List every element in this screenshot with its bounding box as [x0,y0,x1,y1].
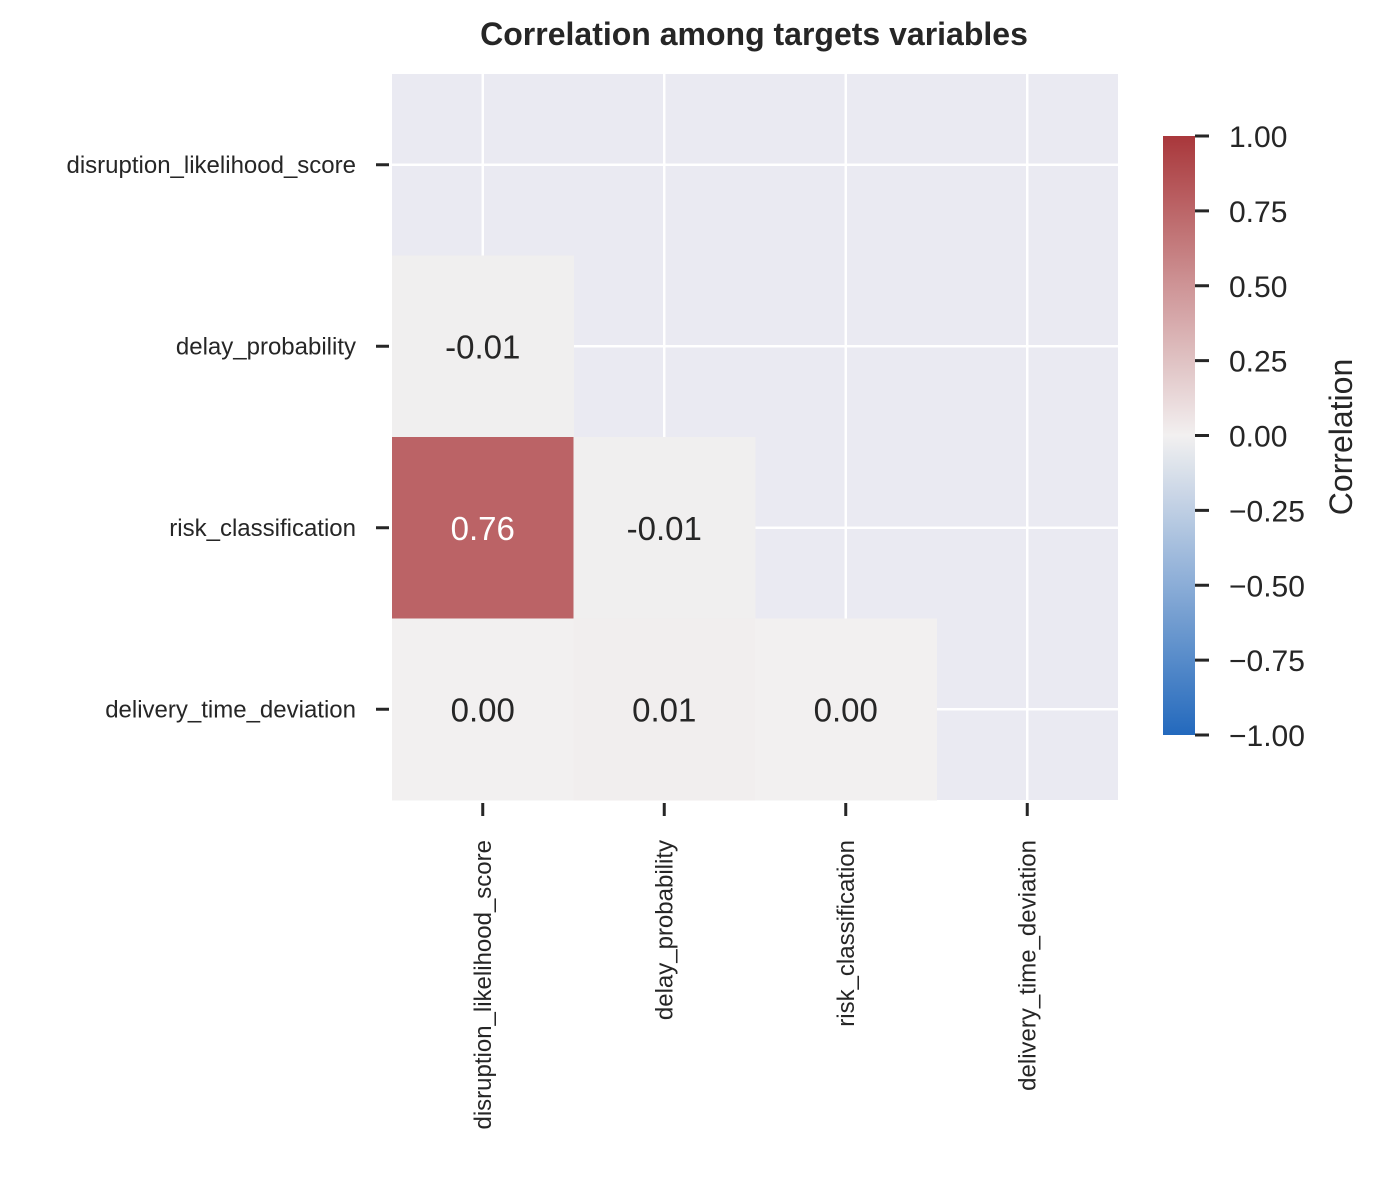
cell-value-label: 0.01 [632,691,696,728]
colorbar-tick-label: −1.00 [1229,720,1305,753]
colorbar-tick-label: −0.75 [1229,645,1305,678]
y-tick-label: disruption_likelihood_score [66,152,356,179]
y-tick-label: risk_classification [169,515,356,542]
cell-value-label: -0.01 [627,510,702,547]
heatmap-cell [392,437,574,619]
heatmap-cell [755,618,937,801]
heatmap-cell [392,255,574,438]
cell-value-label: 0.00 [814,691,878,728]
colorbar-tick-label: 1.00 [1229,121,1287,154]
cell-value-label: 0.76 [451,510,515,547]
chart-title: Correlation among targets variables [480,16,1028,52]
y-axis: disruption_likelihood_score delay_probabi… [66,152,389,723]
colorbar-tick-label: −0.25 [1229,495,1305,528]
plot-area: -0.01 0.76 -0.01 0.00 0.01 0.00 disruption_lik… [66,74,1118,1130]
y-tick-label: delay_probability [176,333,356,360]
heatmap-cell [392,618,574,801]
y-tick-label: delivery_time_deviation [105,696,356,723]
x-tick-label: disruption_likelihood_score [470,840,497,1130]
x-tick-label: delivery_time_deviation [1014,840,1041,1091]
heatmap-cell [573,437,756,619]
heatmap-cell [573,618,756,801]
cell-value-label: -0.01 [445,328,520,365]
colorbar-tick-label: 0.75 [1229,196,1287,229]
x-axis: disruption_likelihood_score delay_probabi… [470,803,1041,1130]
colorbar-gradient [1163,136,1195,735]
cell-value-label: 0.00 [451,691,515,728]
colorbar-tick-label: 0.25 [1229,346,1287,379]
colorbar-title: Correlation [1323,359,1359,516]
colorbar-tick-label: 0.00 [1229,421,1287,454]
colorbar-tick-label: −0.50 [1229,570,1305,603]
colorbar-tick-label: 0.50 [1229,271,1287,304]
colorbar: 1.00 0.75 0.50 0.25 0.00 −0.25 −0.50 −0.75 −1.00 [1163,121,1305,753]
x-tick-label: delay_probability [651,840,678,1020]
x-tick-label: risk_classification [833,840,860,1027]
heatmap-cells: -0.01 0.76 -0.01 0.00 0.01 0.00 [392,255,937,801]
